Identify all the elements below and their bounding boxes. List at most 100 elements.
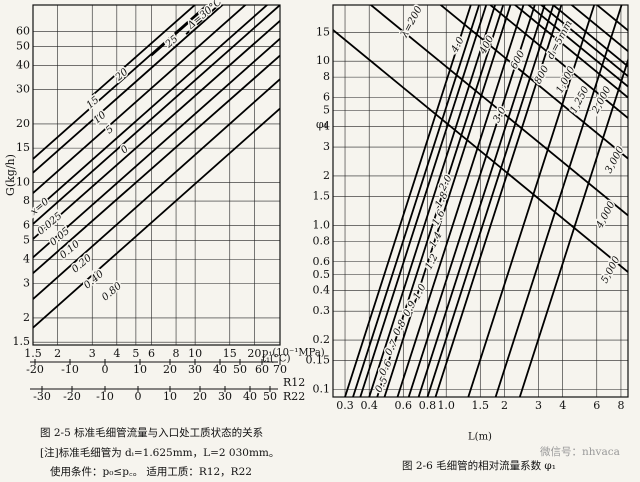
- y-tick-label: 4: [323, 120, 330, 133]
- series-label: 20: [113, 66, 131, 84]
- scale-tick-label: 50: [263, 390, 277, 403]
- x-tick-label: 0.8: [419, 399, 437, 412]
- x-axis-label: p₁(10⁻¹MPa): [262, 348, 325, 359]
- series-line: [150, 5, 210, 57]
- x-tick-label: 5: [132, 347, 139, 360]
- series-line: [539, 5, 628, 77]
- x-tick-label: 8: [173, 347, 180, 360]
- y-tick-label: 40: [16, 58, 30, 71]
- x-tick-label: 1.0: [437, 399, 455, 412]
- y-tick-label: 8: [323, 70, 330, 83]
- y-tick-label: 15: [16, 141, 30, 154]
- y-tick-label: 60: [16, 24, 30, 37]
- series-line: [33, 5, 247, 194]
- x-axis-label: L(m): [468, 432, 492, 443]
- y-tick-label: 0.4: [313, 284, 331, 297]
- series-line: [488, 5, 628, 119]
- plot-area: [33, 5, 280, 329]
- scale-tick-label: 40: [243, 390, 257, 403]
- x-tick-label: 20: [247, 347, 261, 360]
- y-tick-label: 0.3: [313, 304, 331, 317]
- series-label: λ=200: [399, 4, 425, 40]
- caption-note: [注]标准毛细管为 dᵢ=1.625mm，L=2 030mm。: [40, 446, 279, 459]
- scale-tick-label: 10: [133, 363, 147, 376]
- series-label: 15: [85, 95, 102, 112]
- series-line: [417, 5, 546, 397]
- series-label: 1,000: [554, 64, 577, 95]
- series-line: [33, 20, 280, 240]
- series-line: [33, 5, 280, 225]
- x-tick-label: 0.4: [360, 399, 378, 412]
- y-tick-label: 2: [23, 311, 30, 324]
- series-label: 5: [104, 124, 116, 137]
- series-line: [467, 5, 596, 397]
- scale-tick-label: -20: [63, 390, 81, 403]
- series-label: 25: [163, 34, 181, 51]
- x-tick-label: 2: [54, 347, 61, 360]
- scale-tick-label: -20: [26, 363, 44, 376]
- y-tick-label: 0.8: [313, 234, 331, 247]
- x-tick-label: 4: [559, 399, 566, 412]
- series-line: [91, 5, 197, 97]
- series-label: 5,000: [599, 254, 622, 285]
- series-line: [352, 5, 480, 397]
- caption: 图 2-6 毛细管的相对流量系数 φ₁: [402, 459, 556, 472]
- y-tick-label: 0.6: [313, 255, 331, 268]
- y-tick-label: 1.0: [313, 218, 331, 231]
- series-line: [570, 5, 628, 52]
- series-line: [369, 5, 628, 217]
- series-line: [513, 5, 628, 99]
- y-tick-label: 8: [23, 194, 30, 207]
- series-line: [33, 5, 269, 213]
- x-tick-label: 15: [223, 347, 237, 360]
- x-tick-label: 3: [89, 347, 96, 360]
- scale-name: R12: [283, 376, 305, 389]
- series-line: [368, 5, 496, 397]
- watermark: 微信号：nhvaca: [540, 445, 620, 458]
- series-line: [494, 5, 623, 397]
- series-label: 0.9: [401, 299, 418, 319]
- scale-tick-label: 50: [233, 363, 247, 376]
- series-line: [344, 5, 472, 397]
- y-tick-label: 2: [323, 169, 330, 182]
- series-line: [527, 5, 628, 88]
- x-tick-label: 8: [617, 399, 624, 412]
- scale-name: R22: [283, 390, 305, 403]
- x-tick-label: 0.6: [395, 399, 413, 412]
- y-axis-label: G(kg/h): [4, 154, 17, 196]
- x-tick-label: 3: [535, 399, 542, 412]
- y-tick-label: 10: [316, 54, 330, 67]
- series-label: 0.40: [82, 268, 107, 291]
- plot-frame: [32, 4, 281, 346]
- series-line: [185, 5, 221, 35]
- series-line: [33, 5, 224, 174]
- y-tick-label: 5: [23, 234, 30, 247]
- scale-tick-label: 40: [213, 363, 227, 376]
- y-tick-label: 1.5: [313, 189, 331, 202]
- t-axis-label: t₁(°C): [262, 354, 291, 365]
- scale-tick-label: -10: [96, 390, 114, 403]
- series-line: [518, 57, 628, 397]
- series-label: 3,000: [603, 144, 626, 175]
- series-line: [33, 54, 280, 274]
- scale-tick-label: -10: [61, 363, 79, 376]
- series-label: 4,000: [594, 199, 618, 231]
- series-label: 800: [533, 63, 552, 86]
- scale-tick-label: -30: [33, 390, 51, 403]
- x-tick-label: 4: [113, 347, 120, 360]
- series-line: [333, 29, 628, 273]
- series-line: [33, 107, 280, 329]
- series-line: [426, 5, 555, 397]
- scale-tick-label: 60: [255, 363, 269, 376]
- y-tick-label: 3: [23, 277, 30, 290]
- x-tick-label: 0.3: [336, 399, 354, 412]
- scale-tick-label: 10: [163, 390, 177, 403]
- caption: 图 2-5 标准毛细管流量与入口处工质状态的关系: [40, 426, 263, 439]
- y-tick-label: 3: [323, 140, 330, 153]
- series-line: [434, 5, 563, 397]
- series-line: [376, 5, 505, 397]
- series-line: [33, 38, 280, 259]
- y-tick-label: 4: [23, 252, 30, 265]
